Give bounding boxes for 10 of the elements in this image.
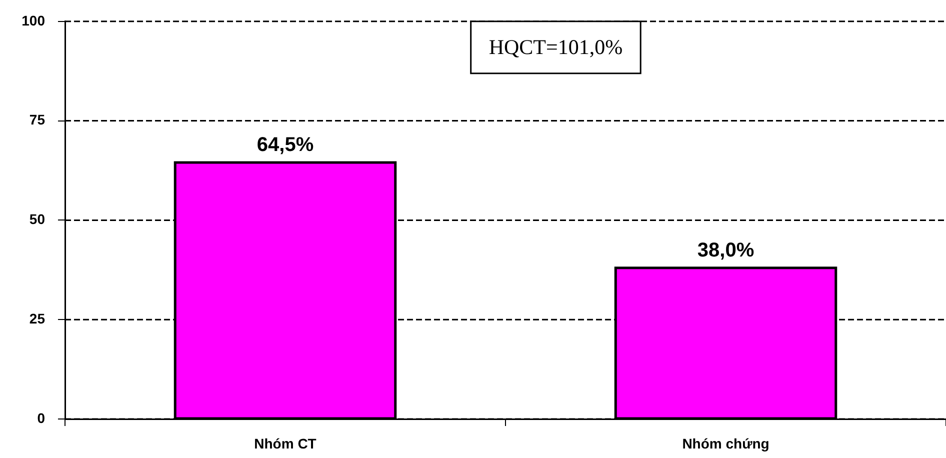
annotation: HQCT=101,0% (488, 34, 623, 59)
y-tick-label: 25 (29, 310, 46, 326)
x-tick-label: Nhóm chứng (682, 435, 770, 452)
y-tick-label: 0 (37, 410, 46, 426)
data-label: 38,0% (697, 239, 754, 262)
y-tick-label: 50 (29, 211, 46, 228)
y-tick-label: 100 (22, 12, 46, 28)
data-label: 64,5% (256, 134, 314, 156)
y-tick-label: 75 (29, 112, 46, 128)
x-tick-label: Nhóm CT (254, 435, 317, 452)
